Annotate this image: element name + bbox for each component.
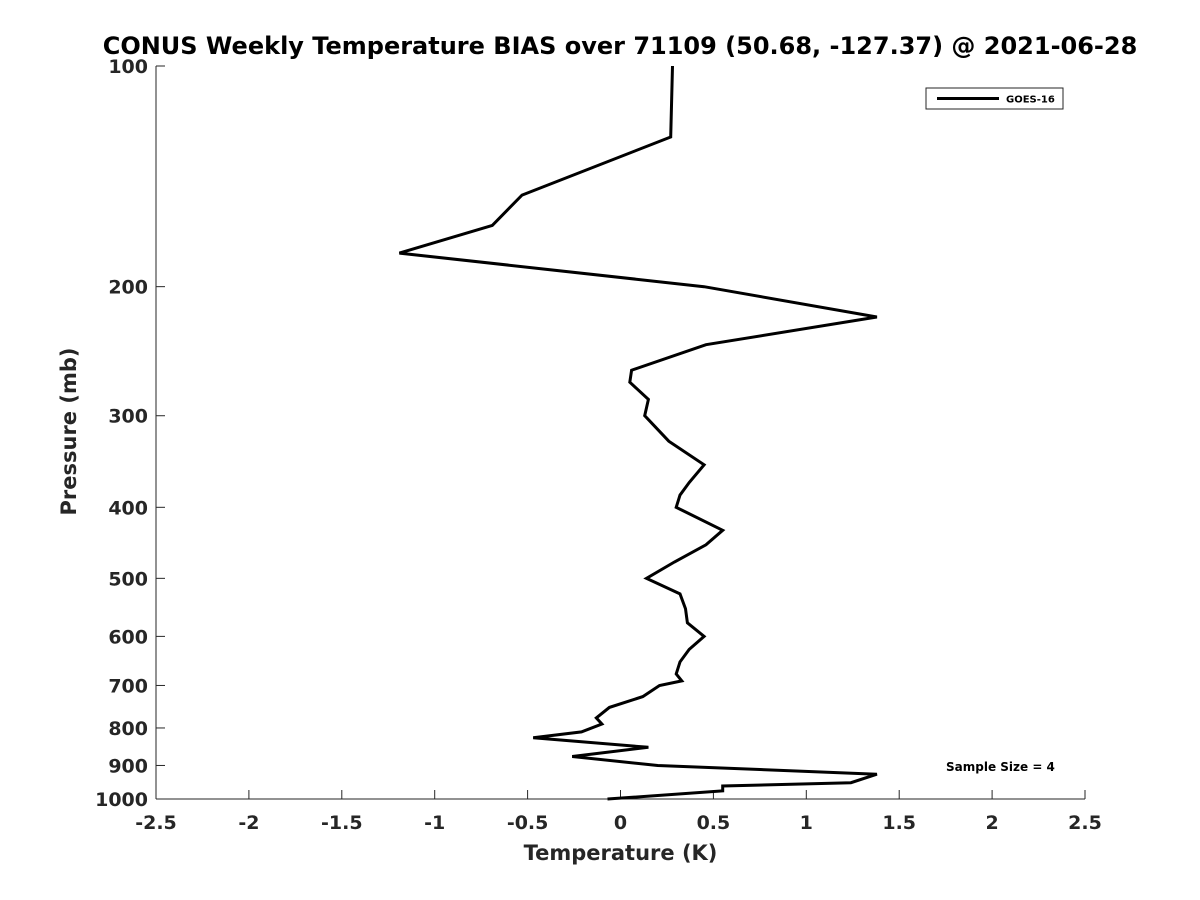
x-tick-label: 0.5 bbox=[697, 812, 731, 834]
legend: GOES-16 bbox=[925, 87, 1064, 110]
x-tick-label: 1.5 bbox=[882, 812, 916, 834]
x-tick-label: 2 bbox=[985, 812, 998, 834]
x-axis-label: Temperature (K) bbox=[524, 841, 718, 865]
x-tick-label: -2 bbox=[238, 812, 259, 834]
y-axis-label: Pressure (mb) bbox=[57, 348, 81, 516]
tick-group: -2.5 -2 -1.5 -1 -0.5 0 0.5 1 1.5 2 2.5 100 200 300 400… bbox=[95, 56, 1102, 834]
x-tick-label: -0.5 bbox=[507, 812, 549, 834]
y-tick-label: 300 bbox=[108, 406, 148, 428]
y-tick-label: 500 bbox=[108, 568, 148, 590]
series-group bbox=[398, 65, 878, 801]
x-tick-label: -1.5 bbox=[321, 812, 363, 834]
x-tick-label: 2.5 bbox=[1068, 812, 1102, 834]
plot-frame bbox=[156, 66, 1085, 799]
x-tick-label: 1 bbox=[800, 812, 813, 834]
x-tick-label: -1 bbox=[424, 812, 445, 834]
chart-title: CONUS Weekly Temperature BIAS over 71109… bbox=[103, 32, 1138, 60]
y-tick-label: 1000 bbox=[95, 789, 148, 811]
x-tick-label: -2.5 bbox=[135, 812, 177, 834]
y-tick-label: 200 bbox=[108, 277, 148, 299]
y-tick-label: 100 bbox=[108, 56, 148, 78]
y-tick-label: 400 bbox=[108, 497, 148, 519]
series-line bbox=[398, 65, 878, 801]
y-tick-label: 700 bbox=[108, 675, 148, 697]
y-tick-label: 800 bbox=[108, 718, 148, 740]
y-tick-label: 600 bbox=[108, 626, 148, 648]
legend-entry-label: GOES-16 bbox=[1006, 95, 1055, 106]
y-tick-label: 900 bbox=[108, 755, 148, 777]
x-tick-label: 0 bbox=[614, 812, 627, 834]
sample-size-annotation: Sample Size = 4 bbox=[946, 760, 1055, 774]
